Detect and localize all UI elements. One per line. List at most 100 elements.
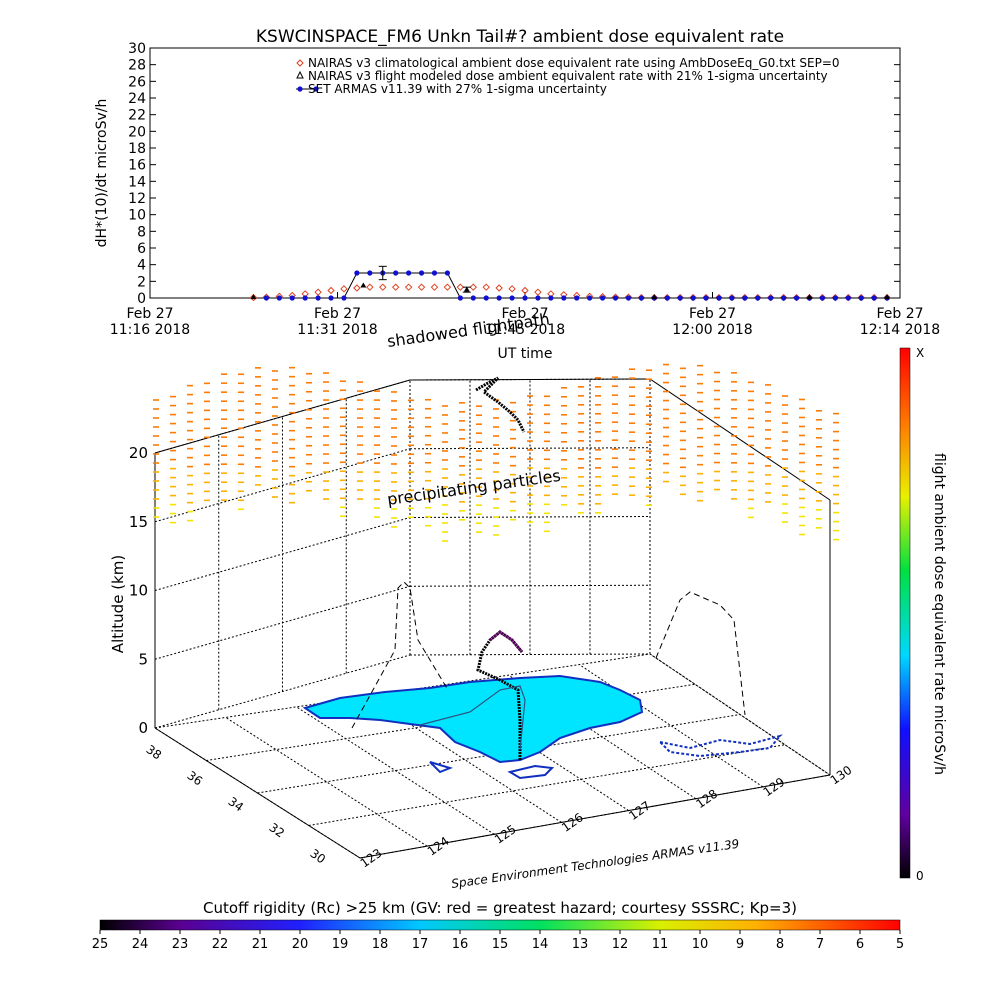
modeled-point <box>360 282 367 288</box>
armas-point <box>315 295 321 301</box>
y-tick-label: 16 <box>128 158 146 174</box>
armas-point <box>406 270 412 276</box>
x-tick-label: 11:16 2018 <box>110 322 190 338</box>
modeled-point <box>250 294 257 300</box>
z-tick-label: 15 <box>129 513 148 531</box>
armas-point <box>470 295 476 301</box>
armas-point <box>625 295 632 301</box>
modeled-point <box>884 294 891 300</box>
armas-point <box>832 295 838 301</box>
armas-point <box>444 270 451 276</box>
climatological-point <box>469 283 477 291</box>
dose-rate-colorbar: X 0 flight ambient dose equivalent rate … <box>899 346 947 883</box>
armas-point <box>276 295 282 301</box>
armas-point <box>354 270 360 276</box>
rc-tick-label: 18 <box>372 937 389 952</box>
armas-point <box>587 295 593 301</box>
climatological-point <box>417 283 426 291</box>
dose-colorbar-label: flight ambient dose equivalent rate micr… <box>931 453 947 775</box>
rc-colorbar-strip <box>99 919 901 931</box>
rc-colorbar-title: Cutoff rigidity (Rc) >25 km (GV: red = g… <box>203 899 797 917</box>
x-tick-label: 11:31 2018 <box>297 322 377 338</box>
armas-point <box>263 295 269 301</box>
coastline-fragment <box>429 761 454 774</box>
lon-tick-label: 130 <box>828 763 855 788</box>
rc-tick-label: 13 <box>572 937 589 952</box>
rc-tick-label: 21 <box>252 937 269 952</box>
x-axis-label: UT time <box>498 346 553 362</box>
x-tick-label: Feb 27 <box>501 306 548 322</box>
coastline-fragment <box>656 734 783 758</box>
climatological-point <box>482 283 490 291</box>
grid-line <box>308 744 786 826</box>
rc-tick-label: 7 <box>816 937 824 952</box>
y-tick-label: 8 <box>137 224 146 240</box>
rc-tick-label: 6 <box>856 937 864 952</box>
armas-point <box>599 295 606 301</box>
rc-tick-label: 8 <box>776 937 784 952</box>
armas-point <box>574 295 580 301</box>
climatological-point <box>404 283 413 291</box>
rc-tick-label: 20 <box>292 937 309 952</box>
credit-text: Space Environment Technologies ARMAS v11… <box>450 837 740 891</box>
armas-point <box>535 295 541 301</box>
rc-tick-label: 16 <box>452 937 469 952</box>
armas-point <box>755 295 761 301</box>
climatological-point <box>430 283 439 291</box>
legend: NAIRAS v3 climatological ambient dose eq… <box>296 56 840 96</box>
grid-line <box>409 447 651 450</box>
rc-tick-label: 10 <box>692 937 709 952</box>
box-edge <box>154 727 361 859</box>
map-grid: 0 5 10 15 20 38 36 34 32 30 123 124 125 126 127 128 129 1… <box>129 378 855 870</box>
rc-tick-label: 15 <box>492 937 509 952</box>
rc-tick-label: 24 <box>132 937 149 952</box>
legend-dot-marker <box>313 86 319 92</box>
box-edge <box>409 378 651 381</box>
rc-tick-label: 12 <box>612 937 629 952</box>
armas-point <box>703 295 709 301</box>
armas-point <box>328 295 334 301</box>
armas-point <box>716 295 722 301</box>
rc-tick-label: 23 <box>172 937 189 952</box>
legend-dot-marker <box>297 86 303 92</box>
armas-point <box>341 295 347 301</box>
climatological-point <box>314 288 322 296</box>
lon-tick-label: 129 <box>761 775 788 800</box>
armas-point <box>638 295 644 301</box>
rc-tick-label: 9 <box>736 937 744 952</box>
x-tick-label: 12:00 2018 <box>672 322 752 338</box>
armas-point <box>677 295 683 301</box>
armas-point <box>457 295 463 301</box>
shadowed-flightpath <box>475 376 526 433</box>
x-tick-label: 12:14 2018 <box>860 322 940 338</box>
legend-entry: NAIRAS v3 climatological ambient dose eq… <box>308 56 840 70</box>
climatological-point <box>249 293 258 302</box>
climatological-point <box>534 288 542 296</box>
lon-tick-label: 126 <box>559 810 586 835</box>
armas-point <box>768 295 774 301</box>
armas-point <box>858 295 864 301</box>
climatological-point <box>340 285 348 293</box>
lat-tick-label: 38 <box>143 742 164 762</box>
lat-tick-label: 30 <box>307 846 328 866</box>
box-edge <box>359 774 831 859</box>
armas-point <box>729 295 735 301</box>
rc-tick-label: 11 <box>652 937 669 952</box>
armas-point <box>289 295 295 301</box>
armas-point <box>367 270 373 276</box>
y-tick-label: 0 <box>137 291 146 307</box>
grid-line <box>154 448 411 523</box>
x-tick-label: Feb 27 <box>876 306 923 322</box>
y-tick-label: 12 <box>128 191 146 207</box>
armas-point <box>845 295 851 301</box>
x-tick-label: Feb 27 <box>314 306 361 322</box>
altitude-shadow-left <box>351 581 449 729</box>
modeled-point <box>463 286 470 292</box>
climatological-point <box>366 283 374 291</box>
altitude-shadow-right <box>655 591 746 716</box>
y-tick-label: 26 <box>128 74 146 90</box>
flight-path <box>351 376 746 760</box>
island <box>507 764 555 780</box>
